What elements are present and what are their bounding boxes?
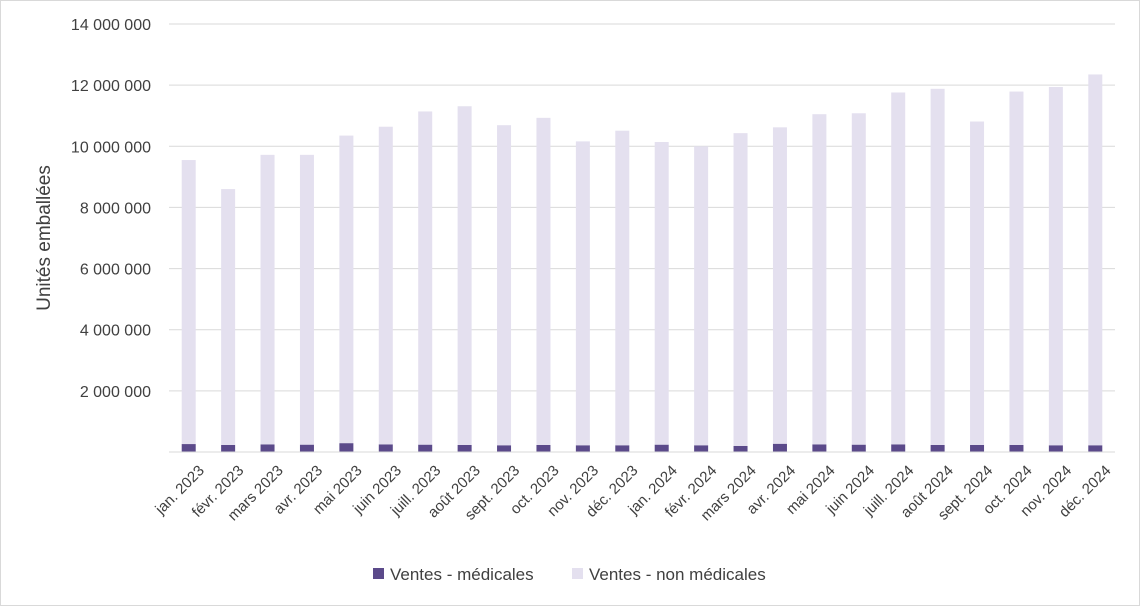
bar-segment-non-medical bbox=[418, 111, 433, 445]
bar-segment-non-medical bbox=[1048, 86, 1063, 446]
bar-segment-medical bbox=[654, 444, 669, 452]
bar-segment-medical bbox=[694, 445, 709, 452]
bar-segment-non-medical bbox=[772, 127, 787, 444]
gridlines bbox=[169, 23, 1115, 392]
bar-segment-medical bbox=[181, 444, 196, 452]
bar-segment-medical bbox=[891, 444, 906, 452]
bar-segment-medical bbox=[970, 444, 985, 452]
bar-segment-medical bbox=[772, 443, 787, 452]
bar-segment-non-medical bbox=[1009, 91, 1024, 445]
bar-segment-non-medical bbox=[930, 88, 945, 445]
bar-segment-non-medical bbox=[615, 130, 630, 446]
bar-segment-medical bbox=[497, 445, 512, 452]
y-tick-label: 10 000 000 bbox=[71, 139, 151, 156]
bar-segment-non-medical bbox=[181, 160, 196, 445]
bar-segment-non-medical bbox=[497, 125, 512, 446]
y-axis-ticks: 2 000 000 4 000 000 6 000 000 8 000 000 10 0… bbox=[71, 17, 151, 401]
bar-segment-non-medical bbox=[339, 135, 354, 444]
bar-segment-non-medical bbox=[694, 146, 709, 446]
bar-segment-non-medical bbox=[260, 154, 275, 445]
bar-segment-medical bbox=[930, 444, 945, 452]
bar-segment-non-medical bbox=[812, 114, 827, 445]
bar-segment-medical bbox=[536, 444, 551, 452]
bar-segment-non-medical bbox=[851, 113, 866, 445]
y-axis-title: Unités emballées bbox=[34, 165, 55, 311]
y-tick-label: 8 000 000 bbox=[80, 200, 151, 217]
y-tick-label: 6 000 000 bbox=[80, 262, 151, 279]
bar-segment-medical bbox=[1088, 445, 1103, 452]
bar-segment-medical bbox=[615, 445, 630, 452]
bar-segment-non-medical bbox=[221, 189, 236, 445]
bar-segment-medical bbox=[221, 444, 236, 452]
legend: Ventes - médicales Ventes - non médicales bbox=[373, 565, 766, 584]
bar-segment-medical bbox=[299, 444, 314, 452]
bar-segment-non-medical bbox=[733, 133, 748, 446]
legend-swatch bbox=[373, 568, 384, 579]
bar-segment-medical bbox=[851, 444, 866, 452]
bar-segment-non-medical bbox=[1088, 74, 1103, 446]
legend-label: Ventes - médicales bbox=[390, 565, 534, 584]
bar-segment-non-medical bbox=[891, 92, 906, 445]
bar-segment-medical bbox=[1048, 445, 1063, 452]
bar-segment-non-medical bbox=[457, 106, 472, 445]
legend-label: Ventes - non médicales bbox=[589, 565, 766, 584]
bar-segment-medical bbox=[260, 444, 275, 452]
bar-segment-medical bbox=[1009, 444, 1024, 452]
bar-segment-medical bbox=[418, 444, 433, 452]
y-tick-label: 12 000 000 bbox=[71, 78, 151, 95]
bar-segment-non-medical bbox=[575, 141, 590, 446]
bar-segment-medical bbox=[575, 445, 590, 452]
bar-segment-non-medical bbox=[536, 117, 551, 445]
bar-segment-medical bbox=[378, 444, 393, 452]
bar-segment-medical bbox=[733, 445, 748, 452]
legend-swatch bbox=[572, 568, 583, 579]
bar-segment-non-medical bbox=[378, 126, 393, 445]
bar-segment-non-medical bbox=[970, 121, 985, 445]
bar-segment-medical bbox=[339, 443, 354, 452]
bar-segment-non-medical bbox=[299, 154, 314, 445]
bars bbox=[181, 74, 1103, 452]
bar-segment-medical bbox=[457, 444, 472, 452]
y-tick-label: 4 000 000 bbox=[80, 323, 151, 340]
bar-segment-medical bbox=[812, 444, 827, 452]
y-tick-label: 2 000 000 bbox=[80, 384, 151, 401]
y-tick-label: 14 000 000 bbox=[71, 17, 151, 34]
bar-segment-non-medical bbox=[654, 142, 669, 445]
